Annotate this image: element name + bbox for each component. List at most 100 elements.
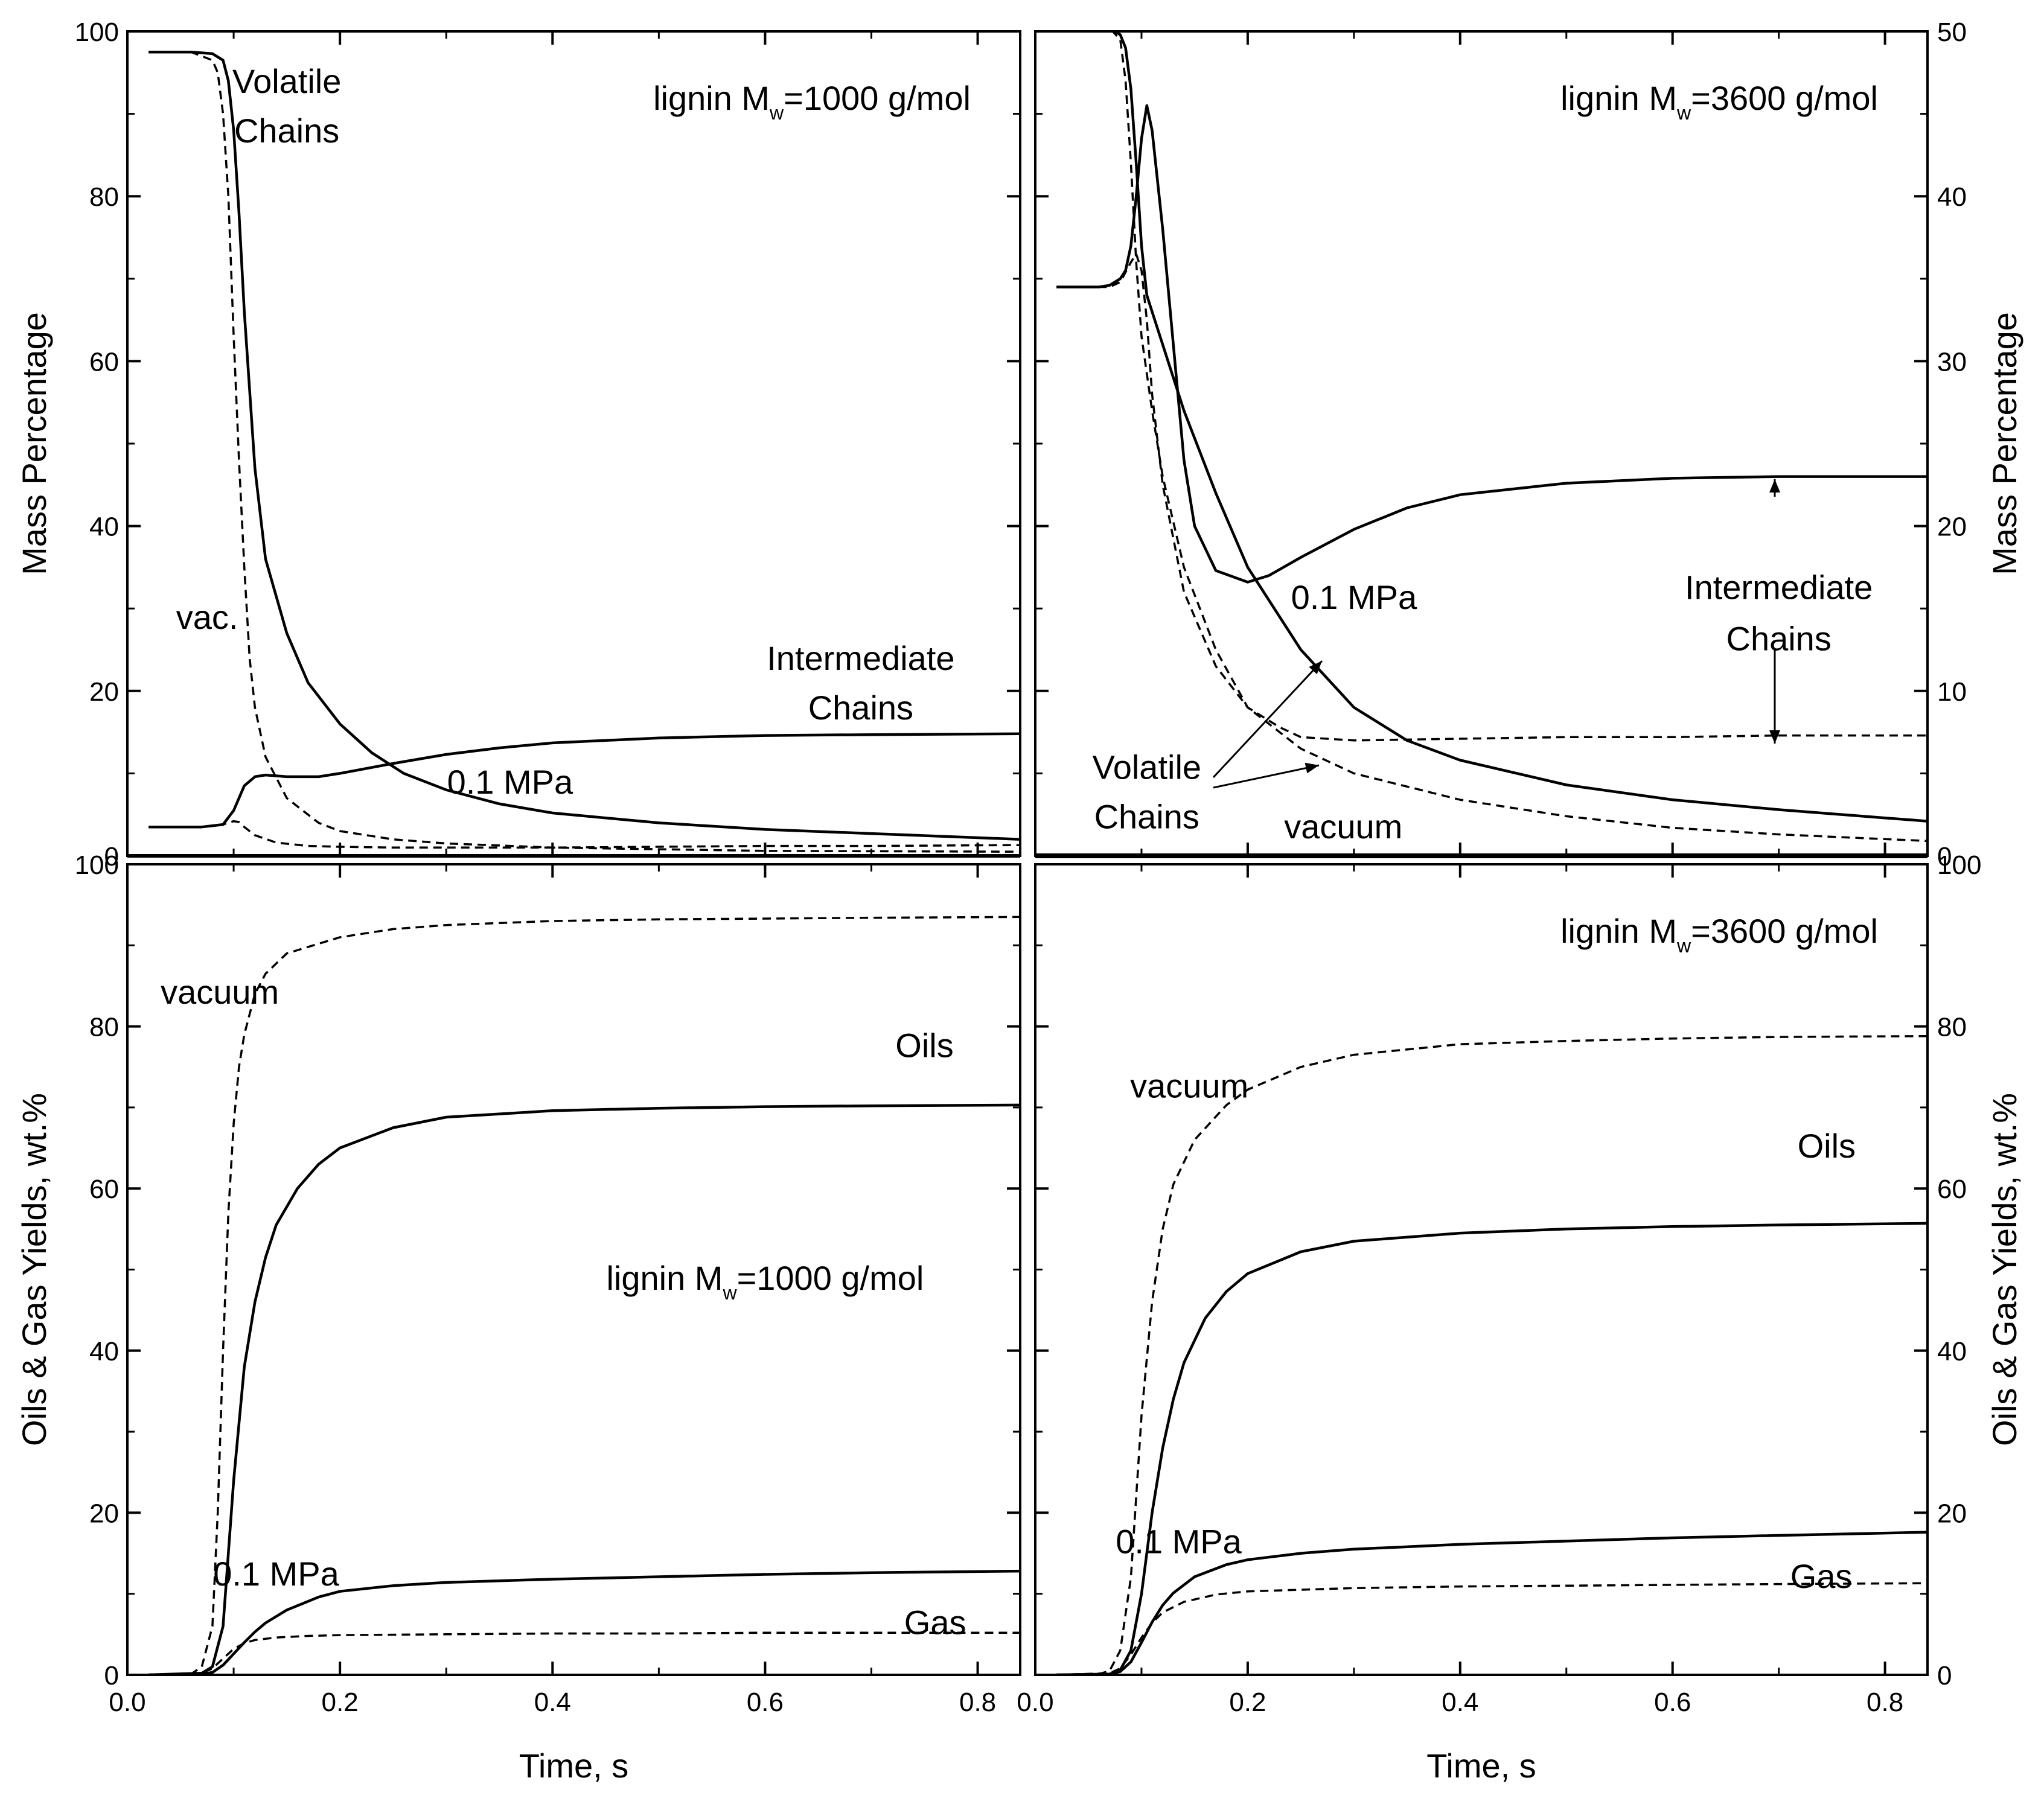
- y-axis-label: Mass Percentage: [15, 312, 53, 575]
- y-tick-label: 50: [1937, 18, 1967, 47]
- x-tick-label: 0.8: [1867, 1688, 1903, 1717]
- y-tick-label: 60: [1937, 1175, 1967, 1204]
- y-tick-label: 20: [89, 677, 119, 707]
- panel-title: lignin Mw=3600 g/mol: [1560, 79, 1878, 124]
- panel-title: lignin Mw=3600 g/mol: [1560, 912, 1878, 957]
- panel-title-prefix: lignin M: [1560, 79, 1677, 117]
- y-tick-label: 10: [1937, 677, 1967, 707]
- annotation-label: vacuum: [1284, 808, 1402, 846]
- annotation-label: 0.1 MPa: [213, 1555, 339, 1593]
- series-gas-vacuum: [1056, 1582, 1927, 1675]
- arrow-head: [1309, 661, 1322, 675]
- panel-title-subscript: w: [769, 102, 784, 124]
- x-tick-label: 0.6: [1654, 1688, 1691, 1717]
- annotation-label: Oils: [895, 1026, 953, 1064]
- y-axis-label: Oils & Gas Yields, wt.%: [1985, 1093, 2023, 1446]
- y-tick-label: 20: [1937, 512, 1967, 542]
- x-tick-label: 0.6: [747, 1688, 784, 1717]
- annotation-arrow: [1213, 764, 1320, 789]
- y-tick-label: 100: [75, 850, 119, 880]
- annotation-label: 0.1 MPa: [447, 763, 573, 801]
- y-tick-label: 40: [1937, 1337, 1967, 1366]
- arrow-head: [1769, 730, 1780, 744]
- series-oils-0-1-mpa: [149, 1103, 1020, 1675]
- annotation-label: Chains: [1726, 619, 1832, 657]
- annotation-label: vacuum: [1130, 1067, 1248, 1105]
- y-tick-label: 40: [89, 512, 119, 542]
- annotation-label: Chains: [808, 689, 913, 727]
- annotation-label: Volatile: [1092, 748, 1201, 786]
- series-intermediate-chains-0-1-mpa: [149, 732, 1020, 829]
- series-intermediate-chains-0-1-mpa: [1056, 104, 1927, 584]
- y-tick-label: 100: [75, 18, 119, 47]
- y-tick-label: 80: [89, 1013, 119, 1042]
- annotation-label: Gas: [904, 1604, 966, 1642]
- panel-title-suffix: =3600 g/mol: [1691, 912, 1878, 950]
- annotation-label: vac.: [176, 598, 238, 636]
- annotation-label: Gas: [1790, 1557, 1853, 1595]
- panel-title-prefix: lignin M: [606, 1259, 723, 1297]
- y-tick-label: 40: [1937, 182, 1967, 212]
- annotation-arrow: [1212, 660, 1323, 779]
- y-tick-label: 0: [104, 1661, 119, 1691]
- y-tick-label: 100: [1937, 850, 1981, 880]
- panel-title-subscript: w: [1676, 102, 1691, 124]
- panel-title-subscript: w: [722, 1282, 737, 1304]
- x-tick-label: 0.8: [959, 1688, 996, 1717]
- y-tick-label: 20: [1937, 1499, 1967, 1528]
- series-oils-0-1-mpa: [1056, 1222, 1927, 1675]
- x-axis-label: Time, s: [519, 1747, 628, 1785]
- x-tick-label: 0.0: [109, 1688, 145, 1717]
- panel-title-suffix: =3600 g/mol: [1691, 79, 1878, 117]
- panel-mass-percentage-3600: 0 10 20 30 40 50 Mass Percentage lignin Mw=3600…: [1034, 18, 2023, 872]
- annotation-label: 0.1 MPa: [1116, 1522, 1242, 1560]
- series-gas-0-1-mpa: [1056, 1531, 1927, 1675]
- annotation-label: Chains: [234, 112, 339, 150]
- arrow-head: [1769, 479, 1780, 492]
- annotation-label: vacuum: [161, 973, 279, 1011]
- x-tick-label: 0.4: [1442, 1688, 1478, 1717]
- annotation-label: Oils: [1798, 1127, 1856, 1165]
- y-tick-label: 80: [89, 182, 119, 212]
- series-volatile-chains-0-1-mpa: [1112, 31, 1927, 823]
- y-tick-label: 0: [104, 842, 119, 872]
- panel-mass-percentage-1000: 0 20 40 60 80 100 Mass Percentage lignin Mw=100…: [15, 18, 1021, 872]
- x-tick-label: 0.2: [322, 1688, 359, 1717]
- series-gas-vacuum: [149, 1631, 1020, 1675]
- y-tick-label: 0: [1937, 1661, 1952, 1691]
- x-axis-label: Time, s: [1426, 1747, 1536, 1785]
- panel-title-subscript: w: [1676, 935, 1691, 957]
- panel-title-prefix: lignin M: [1560, 912, 1677, 950]
- panel-title-suffix: =1000 g/mol: [737, 1259, 924, 1297]
- panel-title: lignin Mw=1000 g/mol: [653, 79, 971, 124]
- series-intermediate-chains-vacuum: [1056, 253, 1927, 742]
- series-volatile-chains-vacuum: [149, 51, 1020, 853]
- annotation-label: Intermediate: [767, 639, 954, 677]
- arrow-head: [1305, 762, 1319, 774]
- y-axis-label: Oils & Gas Yields, wt.%: [15, 1093, 53, 1446]
- y-tick-label: 60: [89, 1175, 119, 1204]
- y-axis-label: Mass Percentage: [1985, 312, 2023, 575]
- panel-yields-1000: 0.0 0.2 0.4 0.6 0.8 0 20 40 60 80 100 Oils & Gas Yi…: [15, 850, 1021, 1785]
- panel-title: lignin Mw=1000 g/mol: [606, 1259, 924, 1304]
- y-tick-label: 80: [1937, 1013, 1967, 1042]
- x-tick-label: 0.0: [1017, 1688, 1053, 1717]
- x-tick-label: 0.2: [1229, 1688, 1266, 1717]
- x-tick-label: 0.4: [534, 1688, 571, 1717]
- series-gas-0-1-mpa: [149, 1569, 1020, 1675]
- annotation-label: Intermediate: [1685, 569, 1873, 607]
- y-tick-label: 20: [89, 1499, 119, 1528]
- annotation-label: Chains: [1094, 797, 1199, 835]
- y-tick-label: 40: [89, 1337, 119, 1366]
- y-tick-label: 60: [89, 347, 119, 377]
- series-oils-vacuum: [1056, 1034, 1927, 1675]
- panel-yields-3600: 0.0 0.2 0.4 0.6 0.8 0 20 40 60 80 100 Oils & Gas Yi…: [1017, 850, 2023, 1785]
- plot-frame: [1034, 30, 1929, 857]
- panel-title-prefix: lignin M: [653, 79, 770, 117]
- y-tick-label: 0: [1937, 842, 1952, 872]
- annotation-label: Volatile: [232, 62, 342, 100]
- y-tick-label: 30: [1937, 347, 1967, 377]
- series-volatile-chains-0-1-mpa: [149, 50, 1020, 841]
- panel-title-suffix: =1000 g/mol: [784, 79, 971, 117]
